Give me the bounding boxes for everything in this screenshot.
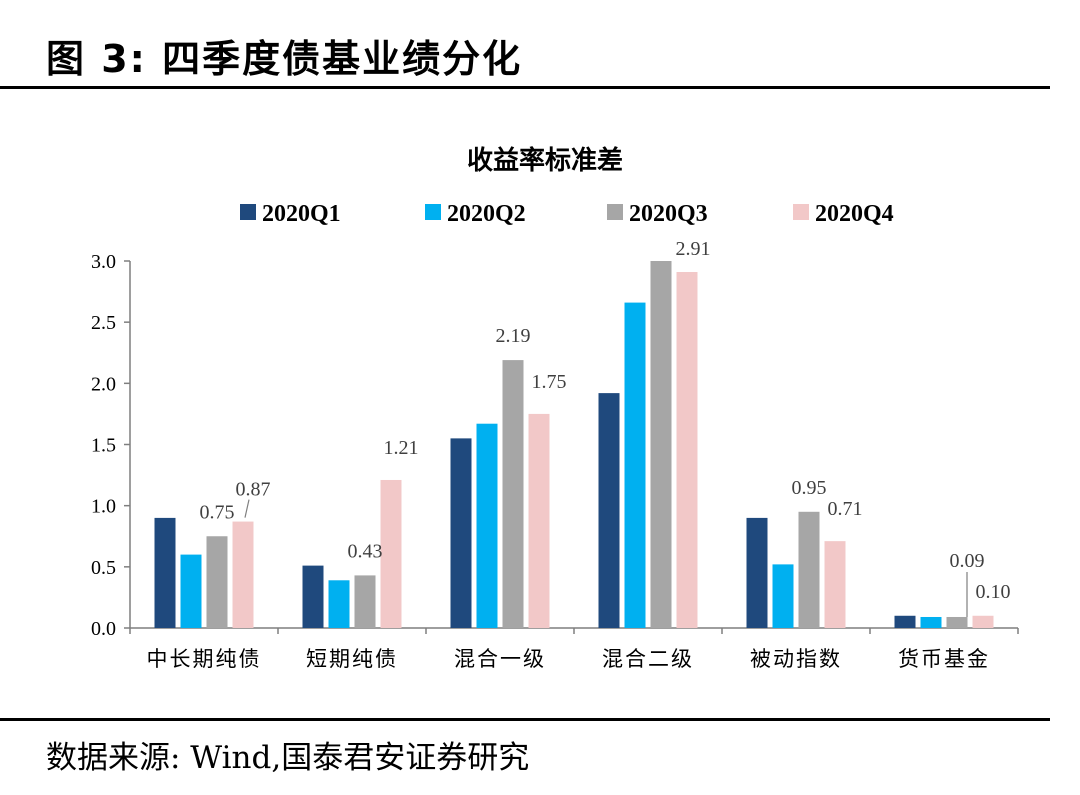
data-label: 0.43	[348, 540, 383, 562]
bar-2020q3	[206, 536, 228, 628]
y-axis: 0.0 0.5 1.0 1.5 2.0 2.5 3.0	[91, 251, 131, 640]
y-tick-label: 2.5	[91, 312, 116, 334]
bar-2020q2	[328, 580, 350, 628]
y-tick-label: 3.0	[91, 251, 116, 273]
top-rule	[0, 86, 1050, 89]
data-label: 2.19	[496, 325, 531, 347]
y-tick-label: 0.5	[91, 557, 116, 579]
data-label: 0.71	[828, 498, 863, 520]
bottom-rule	[0, 718, 1050, 721]
legend-label-2020q2: 2020Q2	[447, 201, 526, 227]
bar-2020q2	[476, 423, 498, 628]
x-tick-label: 混合二级	[602, 647, 694, 671]
bar-2020q4	[232, 521, 254, 628]
bar-2020q1	[154, 517, 176, 628]
data-label: 0.87	[236, 479, 271, 501]
bar-2020q2	[920, 616, 942, 628]
bar-2020q4	[380, 479, 402, 628]
bar-2020q3	[502, 360, 524, 628]
bar-2020q3	[798, 511, 820, 628]
data-label: 1.21	[384, 437, 419, 459]
legend: 2020Q1 2020Q2 2020Q3 2020Q4	[240, 201, 894, 227]
y-tick-label: 0.0	[91, 618, 116, 640]
bars	[154, 261, 994, 628]
bar-2020q3	[946, 616, 968, 628]
data-label: 0.75	[200, 501, 235, 523]
data-label: 1.75	[532, 371, 567, 393]
bar-chart: 收益率标准差 2020Q1 2020Q2 2020Q3 2020Q4 0.0 0.5 1.…	[91, 145, 1019, 671]
legend-swatch-2020q2	[425, 204, 441, 220]
x-tick-label: 短期纯债	[306, 647, 398, 671]
x-tick-label: 货币基金	[898, 647, 990, 671]
figure-title: 图 3: 四季度债基业绩分化	[46, 37, 523, 81]
data-label: 0.10	[976, 581, 1011, 603]
data-label: 2.91	[676, 238, 711, 260]
y-tick-label: 2.0	[91, 373, 116, 395]
x-tick-label: 被动指数	[750, 647, 842, 671]
bar-2020q3	[650, 261, 672, 628]
y-tick-label: 1.0	[91, 496, 116, 518]
data-label: 0.95	[792, 477, 827, 499]
legend-swatch-2020q3	[607, 204, 623, 220]
bar-2020q2	[772, 564, 794, 628]
legend-label-2020q1: 2020Q1	[262, 201, 341, 227]
y-tick-label: 1.5	[91, 435, 116, 457]
bar-2020q4	[528, 413, 550, 628]
legend-swatch-2020q1	[240, 204, 256, 220]
bar-2020q1	[894, 615, 916, 628]
chart-title: 收益率标准差	[467, 145, 623, 175]
data-labels: 0.750.87 0.43 1.21 2.19 1.75 2.91 0.950.71 0.09…	[200, 238, 1011, 617]
x-tick-label: 混合一级	[454, 647, 546, 671]
bar-2020q1	[302, 565, 324, 628]
bar-2020q4	[824, 541, 846, 628]
legend-label-2020q4: 2020Q4	[815, 201, 894, 227]
x-axis: 中长期纯债 短期纯债 混合一级 混合二级 被动指数 货币基金	[129, 627, 1019, 671]
data-label: 0.09	[950, 550, 985, 572]
bar-2020q3	[354, 575, 376, 628]
legend-swatch-2020q4	[793, 204, 809, 220]
bar-2020q4	[676, 272, 698, 628]
source-note: 数据来源: Wind,国泰君安证券研究	[46, 740, 530, 776]
bar-2020q1	[746, 517, 768, 628]
bar-2020q2	[624, 302, 646, 628]
bar-2020q2	[180, 554, 202, 628]
x-tick-label: 中长期纯债	[147, 647, 262, 671]
bar-2020q1	[598, 393, 620, 628]
bar-2020q1	[450, 438, 472, 628]
leader-line	[244, 499, 250, 518]
legend-label-2020q3: 2020Q3	[629, 201, 708, 227]
bar-2020q4	[972, 615, 994, 628]
